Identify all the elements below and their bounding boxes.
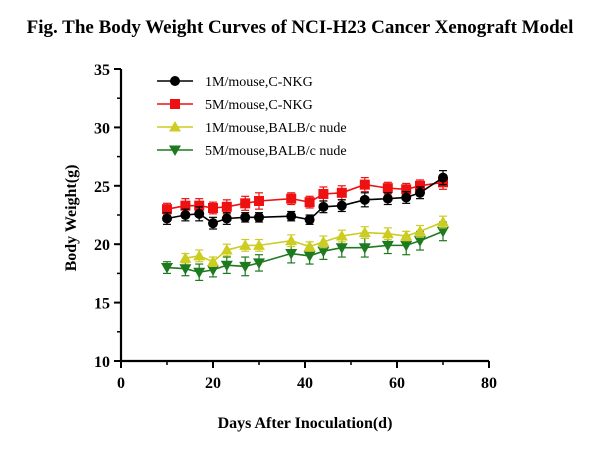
legend-label: 5M/mouse,BALB/c nude (205, 144, 347, 159)
legend-entry-4: 5M/mouse,BALB/c nude (157, 144, 347, 159)
data-point (220, 260, 233, 272)
series-3 (179, 215, 449, 267)
data-point (239, 239, 252, 250)
data-point (179, 264, 192, 275)
data-point (318, 201, 329, 212)
data-point (336, 187, 347, 198)
data-point (207, 255, 219, 267)
data-point (285, 249, 298, 260)
data-point (401, 192, 412, 203)
data-point (359, 179, 370, 190)
data-point (240, 212, 251, 223)
data-point (303, 240, 316, 252)
axes: 10 15 20 25 30 35 0 20 40 60 80 (94, 62, 497, 392)
data-point (437, 216, 449, 227)
data-point (304, 197, 315, 208)
data-point (180, 200, 191, 211)
data-point (208, 218, 218, 229)
data-point (162, 213, 172, 224)
data-point (286, 193, 297, 204)
legend: 1M/mouse,C-NKG 5M/mouse,C-NKG 1M/mouse,BAL… (157, 75, 347, 159)
data-point (254, 195, 264, 206)
legend-entry-1: 1M/mouse,C-NKG (157, 75, 313, 90)
data-point (359, 194, 370, 205)
data-point (317, 246, 330, 258)
data-point (415, 187, 425, 198)
data-point (437, 226, 449, 238)
legend-entry-3: 1M/mouse,BALB/c nude (157, 121, 347, 136)
x-tick-label: 20 (205, 375, 221, 392)
x-tick-label: 40 (297, 375, 313, 392)
series-line (166, 176, 444, 225)
y-tick-label: 10 (94, 354, 110, 371)
data-point (221, 213, 232, 224)
legend-entry-2: 5M/mouse,C-NKG (157, 98, 313, 113)
series-1 (162, 170, 448, 230)
data-point (317, 235, 330, 247)
y-tick-label: 15 (94, 296, 110, 313)
data-point (401, 184, 412, 195)
data-point (286, 211, 297, 222)
y-tick-label: 25 (94, 179, 110, 196)
legend-label: 1M/mouse,C-NKG (205, 75, 313, 90)
data-point (414, 236, 426, 247)
x-tick-label: 60 (389, 375, 405, 392)
legend-marker (170, 76, 180, 86)
chart-title: Fig. The Body Weight Curves of NCI-H23 C… (27, 17, 574, 38)
data-point (400, 240, 413, 252)
data-point (161, 263, 173, 274)
data-point (253, 258, 265, 269)
data-point (400, 230, 413, 241)
y-tick-label: 20 (94, 237, 110, 254)
data-point (381, 240, 394, 252)
data-point (162, 204, 172, 215)
data-point (414, 225, 426, 236)
data-point (240, 198, 251, 209)
data-point (208, 202, 218, 213)
legend-marker (169, 121, 181, 132)
data-point (221, 201, 232, 212)
legend-marker (169, 145, 181, 156)
legend-label: 5M/mouse,C-NKG (205, 98, 313, 113)
series-line (166, 230, 444, 274)
x-tick-label: 0 (117, 375, 125, 392)
legend-label: 1M/mouse,BALB/c nude (205, 121, 347, 136)
data-series (161, 170, 449, 282)
data-point (193, 267, 206, 279)
x-tick-label: 80 (481, 375, 497, 392)
data-point (254, 212, 264, 223)
x-axis-title: Days After Inoculation(d) (218, 415, 393, 432)
data-point (335, 243, 348, 254)
y-axis-title: Body Weight(g) (63, 165, 80, 272)
data-point (335, 230, 348, 241)
data-point (381, 227, 394, 239)
series-4 (161, 221, 449, 282)
data-point (382, 183, 393, 194)
y-tick-label: 35 (94, 62, 110, 79)
data-point (253, 239, 265, 250)
data-point (179, 252, 192, 263)
data-point (304, 214, 315, 225)
data-point (220, 244, 233, 255)
legend-marker (170, 99, 180, 109)
data-point (336, 200, 347, 211)
data-point (358, 243, 371, 254)
data-point (382, 193, 393, 204)
data-point (415, 180, 425, 191)
data-point (285, 234, 298, 246)
data-point (303, 251, 316, 262)
y-tick-label: 30 (94, 120, 110, 137)
data-point (180, 210, 191, 220)
data-point (207, 265, 219, 276)
data-point (239, 261, 252, 273)
data-point (194, 208, 205, 219)
data-point (358, 226, 371, 238)
series-line (166, 181, 444, 210)
data-point (194, 200, 205, 211)
data-point (193, 249, 206, 261)
data-point (438, 172, 448, 183)
data-point (318, 188, 329, 199)
